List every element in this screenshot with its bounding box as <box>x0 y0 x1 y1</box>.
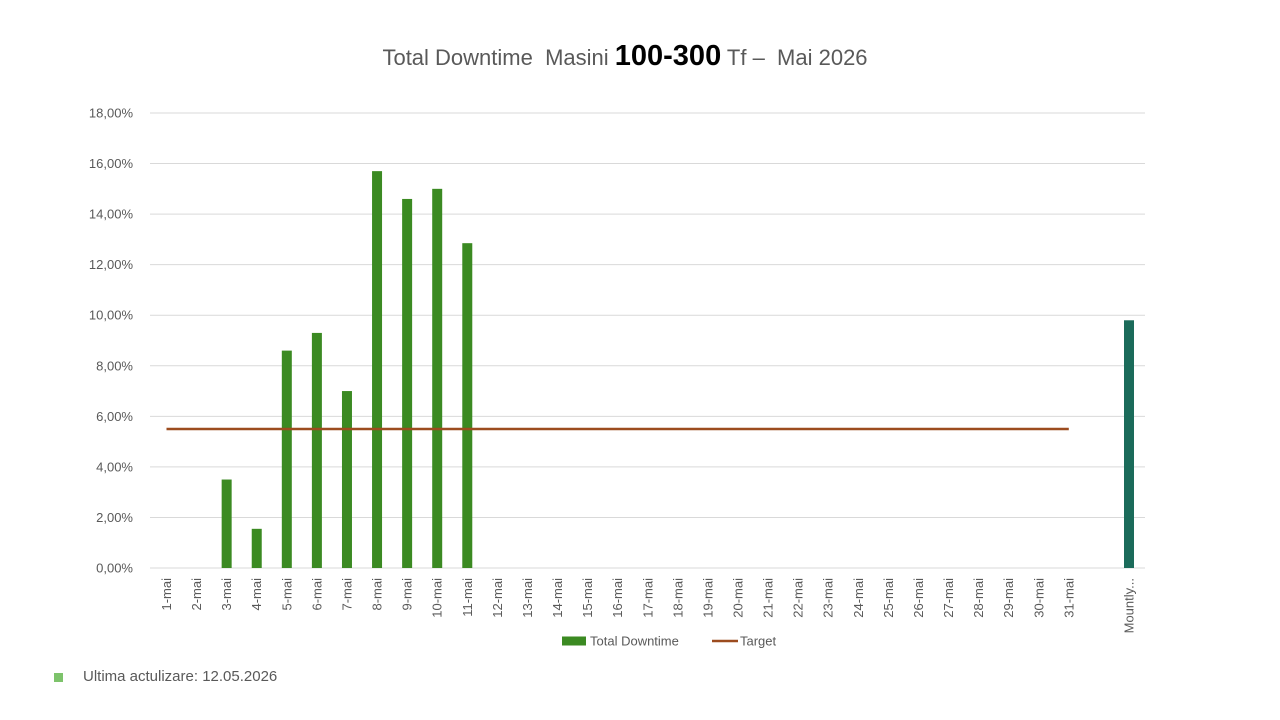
y-tick-label: 6,00% <box>96 409 133 424</box>
x-tick-label: 31-mai <box>1061 578 1076 618</box>
x-tick-label: Mountly... <box>1122 578 1137 633</box>
legend-swatch-bar <box>562 636 586 646</box>
x-tick-label: 22-mai <box>791 578 806 618</box>
bar-11-mai <box>462 243 473 569</box>
x-tick-label: 21-mai <box>761 578 776 618</box>
bars <box>221 171 1134 569</box>
x-tick-label: 30-mai <box>1031 578 1046 618</box>
bar-9-mai <box>402 198 413 568</box>
x-tick-label: 1-mai <box>159 578 174 611</box>
x-tick-label: 3-mai <box>219 578 234 611</box>
legend-label-target: Target <box>740 634 777 649</box>
x-tick-label: 12-mai <box>490 578 505 618</box>
y-tick-label: 4,00% <box>96 459 133 474</box>
bar-7-mai <box>341 391 352 568</box>
title-part-3: Tf – Mai 2026 <box>721 45 868 70</box>
bar-3-mai <box>221 479 232 568</box>
x-tick-label: 20-mai <box>730 578 745 618</box>
y-tick-label: 8,00% <box>96 358 133 373</box>
bar-4-mai <box>251 528 262 568</box>
y-tick-label: 2,00% <box>96 510 133 525</box>
bullet-icon <box>54 672 63 682</box>
bar-8-mai <box>372 171 383 568</box>
x-tick-label: 28-mai <box>971 578 986 618</box>
x-tick-label: 19-mai <box>700 578 715 618</box>
x-tick-label: 4-mai <box>249 578 264 611</box>
chart-title: Total Downtime Masini 100-300 Tf – Mai 2… <box>0 40 1250 73</box>
gridlines <box>150 112 1145 569</box>
y-tick-label: 16,00% <box>89 156 134 171</box>
x-tick-label: 5-mai <box>279 578 294 611</box>
footnote: Ultima actulizare: 12.05.2026 <box>54 668 277 685</box>
x-tick-label: 24-mai <box>851 578 866 618</box>
x-tick-label: 26-mai <box>911 578 926 618</box>
title-part-2: 100-300 <box>614 40 722 72</box>
x-tick-label: 17-mai <box>640 578 655 618</box>
x-tick-label: 23-mai <box>821 578 836 618</box>
x-tick-label: 11-mai <box>460 578 475 617</box>
x-tick-label: 16-mai <box>610 578 625 618</box>
legend-label-total-downtime: Total Downtime <box>590 634 679 649</box>
x-axis-ticks: 1-mai 2-mai 3-mai 4-mai 5-mai 6-mai 7-mai 8-mai… <box>159 578 1137 633</box>
bar-10-mai <box>432 188 443 569</box>
legend: Total Downtime Target <box>562 634 777 649</box>
x-tick-label: 10-mai <box>430 578 445 618</box>
x-tick-label: 18-mai <box>670 578 685 618</box>
footnote-text: Ultima actulizare: 12.05.2026 <box>83 668 278 685</box>
y-tick-label: 0,00% <box>96 561 133 576</box>
x-tick-label: 15-mai <box>580 578 595 618</box>
y-tick-label: 14,00% <box>89 207 134 222</box>
bar-6-mai <box>311 332 322 568</box>
y-tick-label: 10,00% <box>89 308 134 323</box>
x-tick-label: 27-mai <box>941 578 956 618</box>
bar-monthly <box>1124 320 1134 568</box>
bar-5-mai <box>281 350 292 568</box>
x-tick-label: 8-mai <box>370 578 385 611</box>
title-part-1: Total Downtime Masini <box>382 45 615 70</box>
x-tick-label: 13-mai <box>520 578 535 618</box>
x-tick-label: 6-mai <box>309 578 324 611</box>
y-tick-label: 12,00% <box>89 257 134 272</box>
x-tick-label: 14-mai <box>550 578 565 618</box>
x-tick-label: 29-mai <box>1001 578 1016 618</box>
y-tick-label: 18,00% <box>89 106 134 121</box>
x-tick-label: 9-mai <box>400 578 415 611</box>
y-axis-ticks: 0,00% 2,00% 4,00% 6,00% 8,00% 10,00% 12,00% 14,… <box>89 106 134 576</box>
x-tick-label: 7-mai <box>339 578 354 611</box>
x-tick-label: 25-mai <box>881 578 896 618</box>
x-tick-label: 2-mai <box>189 578 204 611</box>
